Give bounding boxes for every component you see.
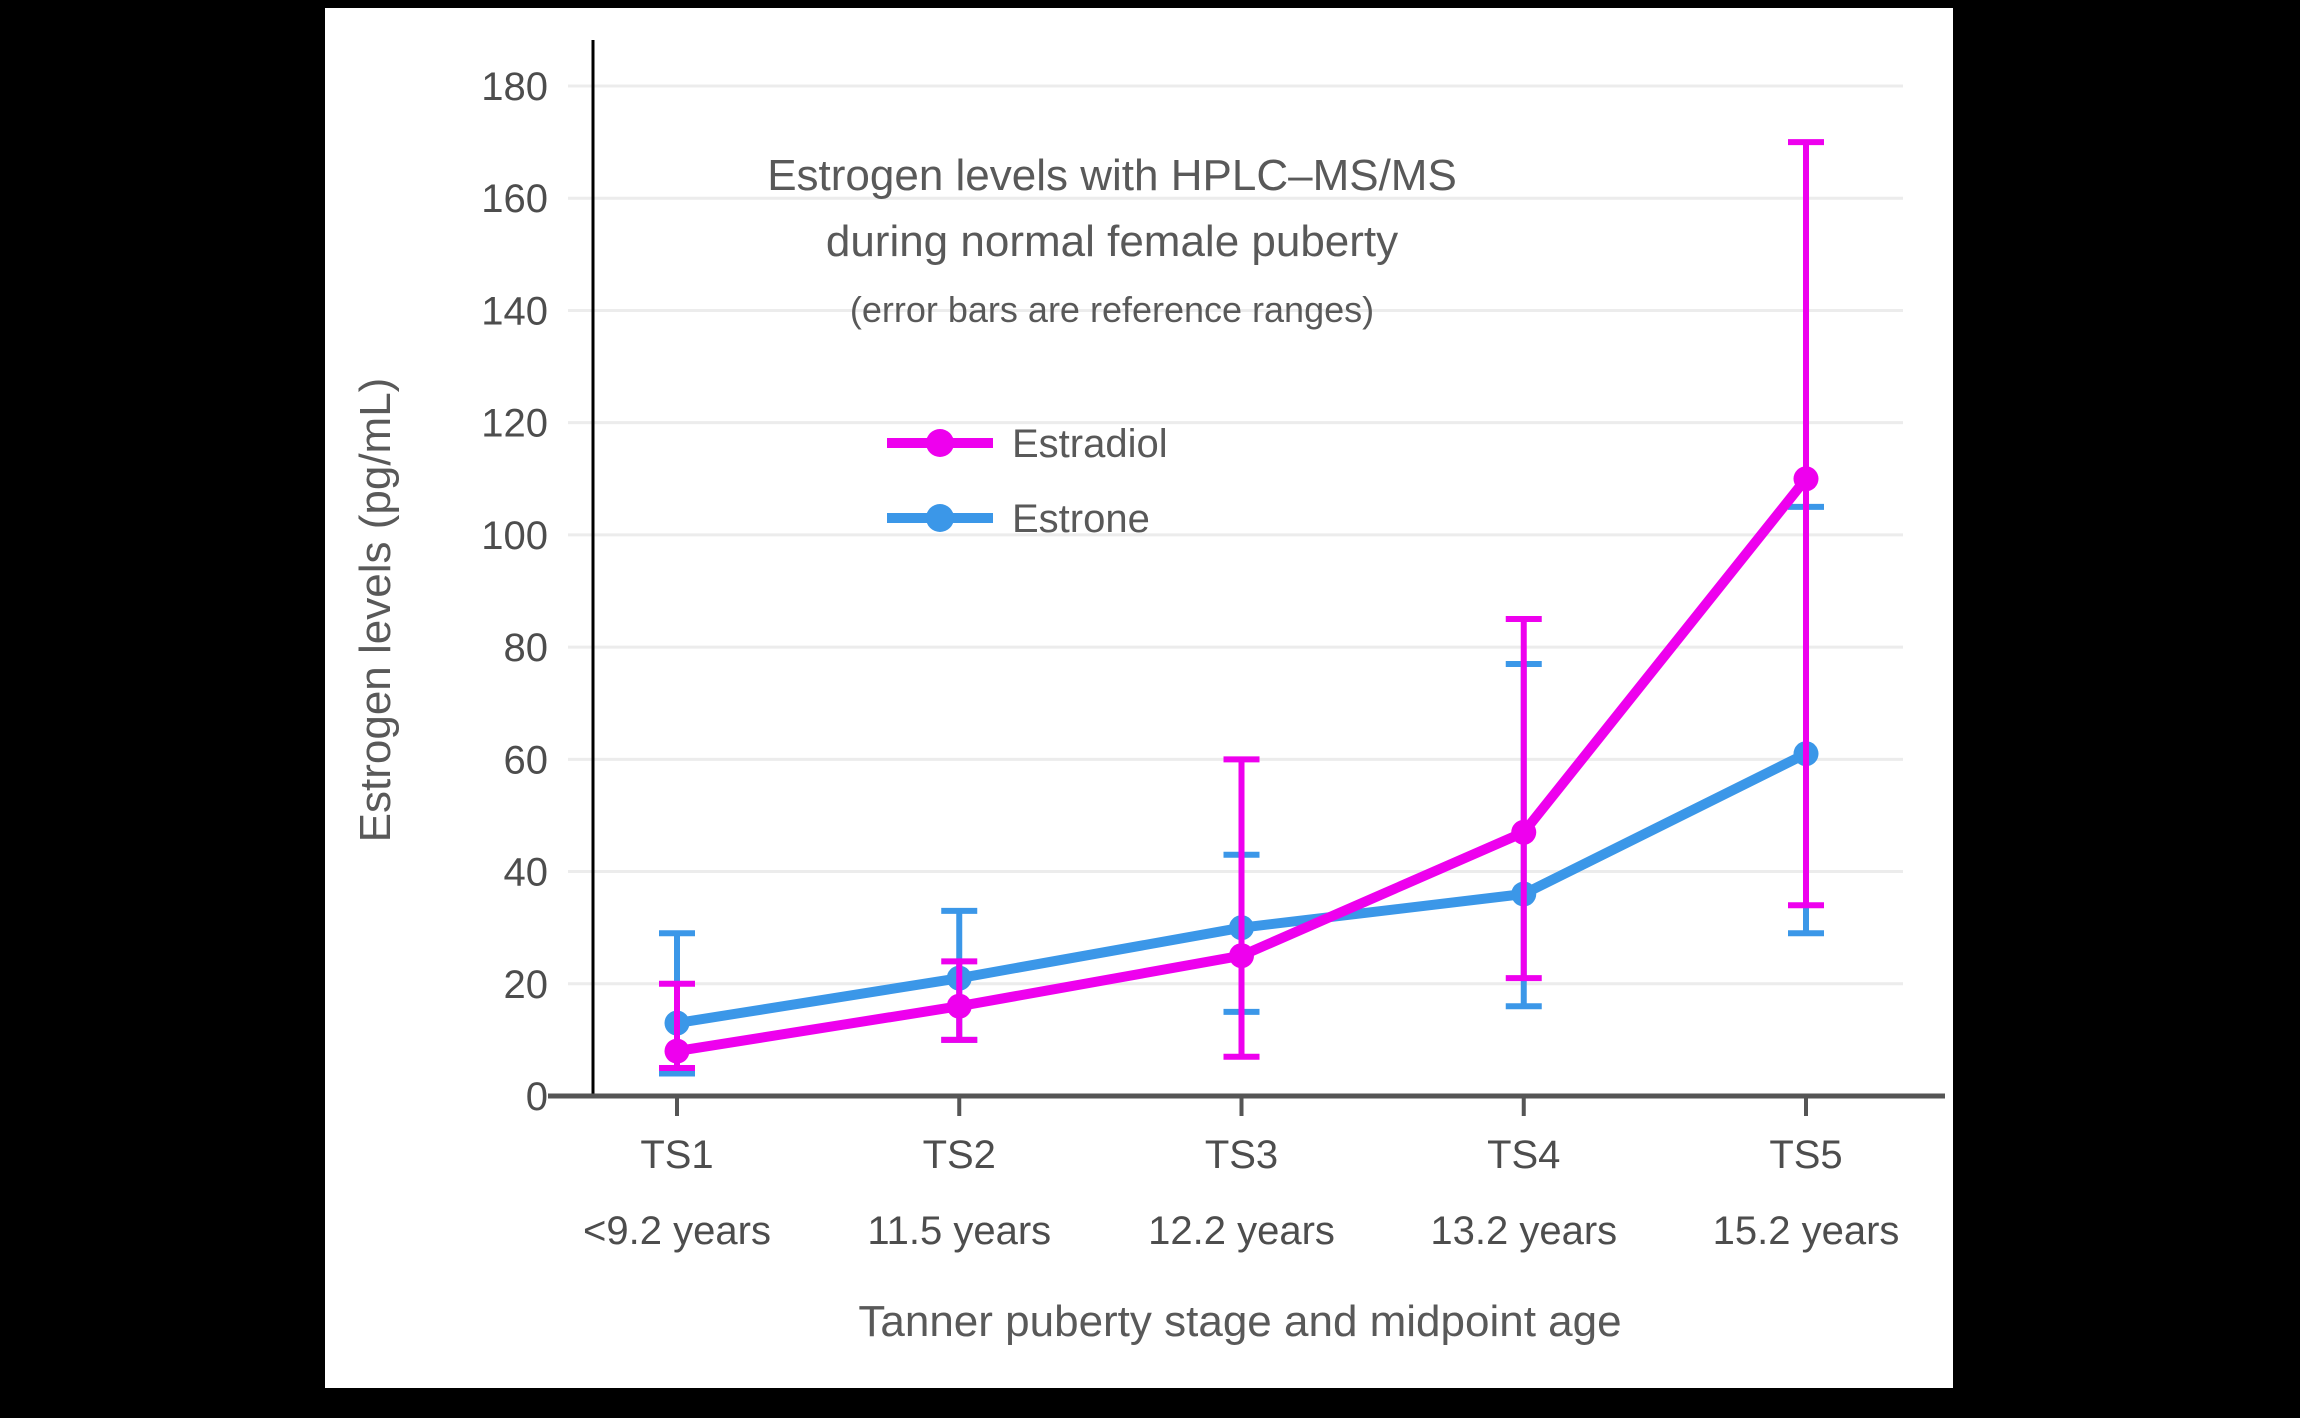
data-point	[664, 1038, 690, 1064]
y-tick-label: 120	[481, 402, 548, 446]
chart-title-line1: Estrogen levels with HPLC–MS/MS	[767, 151, 1457, 200]
legend-item-estrone: Estrone	[887, 497, 1150, 541]
x-tick-label-stage: TS4	[1487, 1133, 1560, 1177]
x-tick-label-stage: TS1	[640, 1133, 713, 1177]
estrone-legend-dot-icon	[926, 504, 954, 532]
chart-title-line2: during normal female puberty	[826, 217, 1398, 266]
x-tick-label-stage: TS2	[923, 1133, 996, 1177]
x-tick-label-stage: TS5	[1769, 1133, 1842, 1177]
data-point	[1229, 943, 1254, 969]
y-tick-label: 180	[481, 65, 548, 109]
y-tick-label: 160	[481, 177, 548, 221]
series-layer	[659, 139, 1824, 1077]
x-tick-labels: TS1 <9.2 years TS2 11.5 years TS3 12.2 years T…	[583, 1133, 1899, 1253]
x-tick-label-age: 15.2 years	[1713, 1209, 1900, 1253]
chart-subtitle: (error bars are reference ranges)	[850, 289, 1374, 330]
y-tick-label: 0	[526, 1075, 548, 1119]
y-tick-label: 100	[481, 514, 548, 558]
x-tick-label-age: <9.2 years	[583, 1209, 771, 1253]
series-estradiol	[659, 139, 1824, 1071]
x-tick-label-age: 12.2 years	[1148, 1209, 1335, 1253]
data-point	[1511, 819, 1537, 845]
chart-canvas	[325, 8, 1953, 1388]
x-tick-label-stage: TS3	[1205, 1133, 1278, 1177]
y-tick-label: 40	[504, 851, 549, 895]
y-tick-label: 60	[504, 738, 549, 782]
estradiol-legend-dot-icon	[926, 429, 954, 457]
data-point	[946, 993, 972, 1019]
y-tick-label: 20	[504, 963, 549, 1007]
y-axis-title: Estrogen levels (pg/mL)	[351, 378, 400, 843]
legend-label-estradiol: Estradiol	[1012, 422, 1168, 466]
y-tick-label: 140	[481, 289, 548, 333]
data-point	[1793, 466, 1819, 492]
x-tick-label-age: 11.5 years	[867, 1209, 1051, 1253]
x-tick-label-age: 13.2 years	[1430, 1209, 1617, 1253]
legend-item-estradiol: Estradiol	[887, 422, 1168, 466]
x-axis-ticks	[675, 1096, 1808, 1116]
legend-label-estrone: Estrone	[1012, 497, 1150, 541]
y-tick-labels: 0 20 40 60 80 100 120 140 160 180	[481, 65, 548, 1119]
x-axis-title: Tanner puberty stage and midpoint age	[858, 1297, 1621, 1346]
y-tick-label: 80	[504, 626, 549, 670]
legend: Estradiol Estrone	[887, 422, 1168, 541]
